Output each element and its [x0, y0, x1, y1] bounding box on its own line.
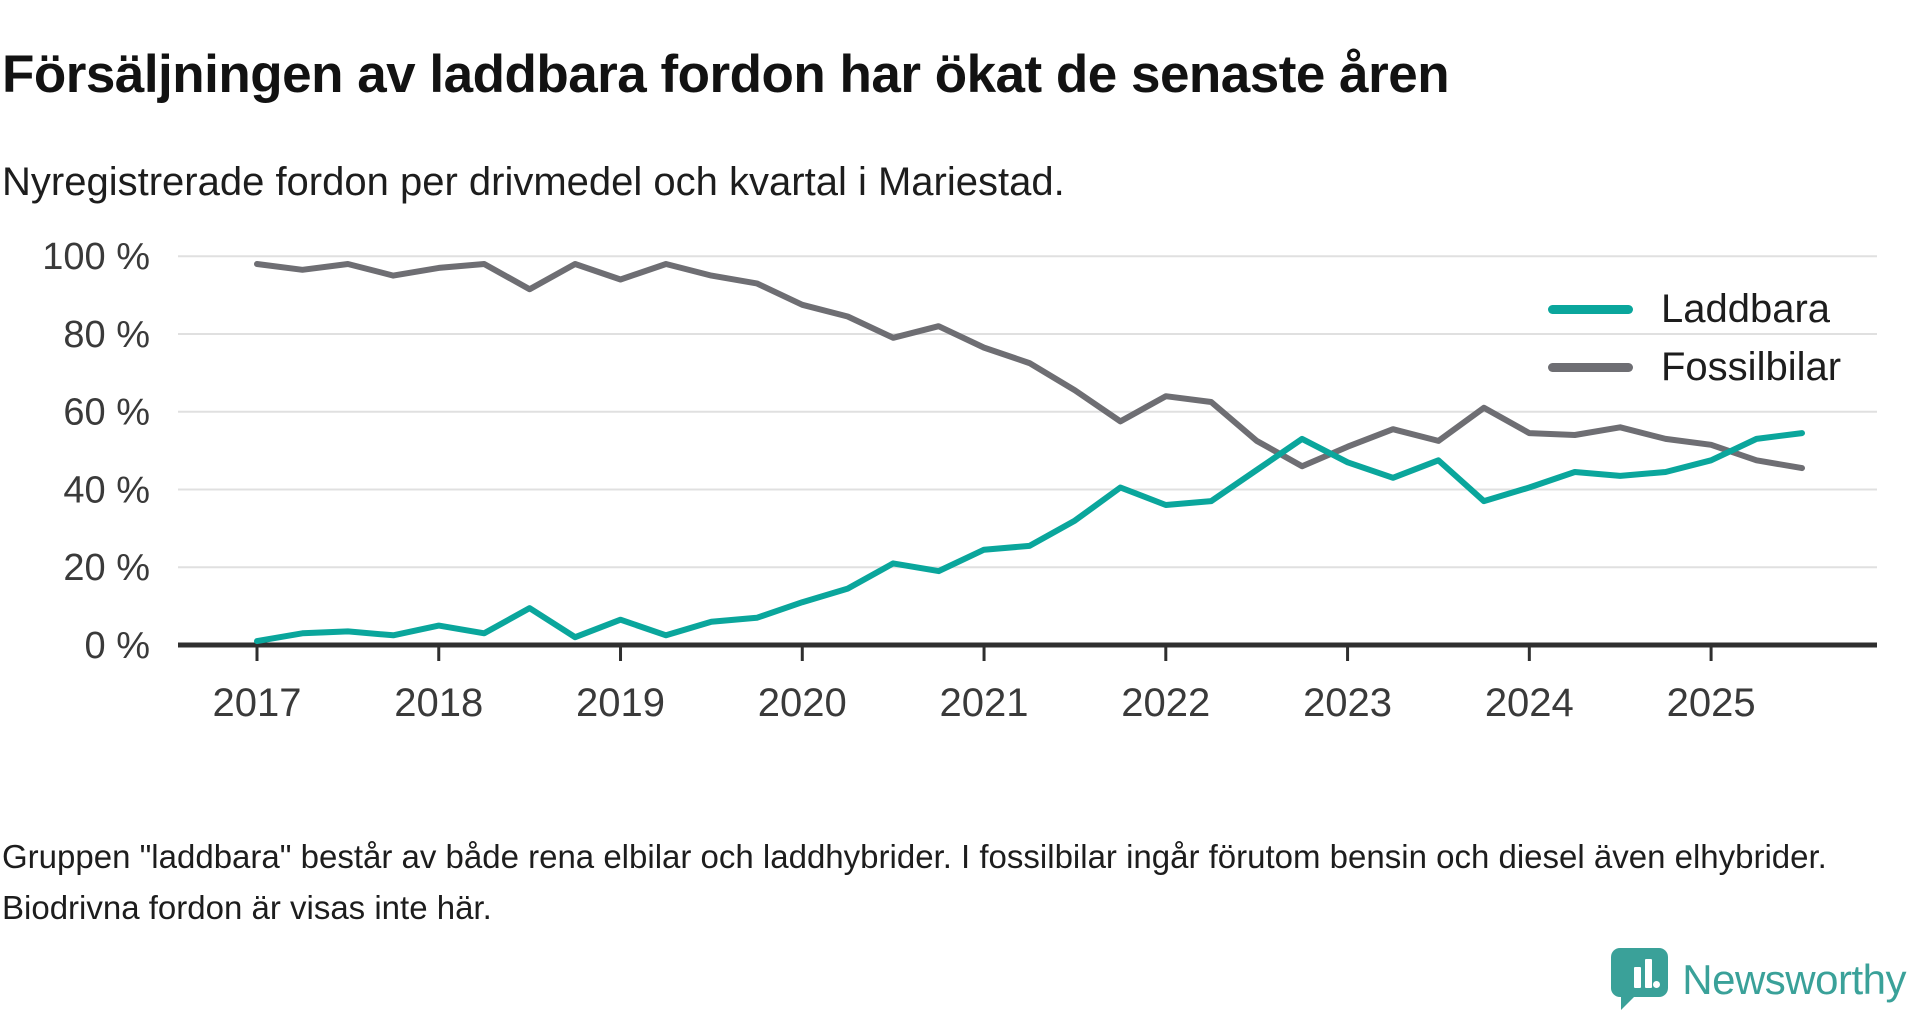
- y-axis-tick-label: 0 %: [85, 625, 150, 667]
- y-axis-tick-label: 60 %: [63, 392, 150, 434]
- x-axis-tick-label: 2025: [1667, 681, 1756, 725]
- y-axis-tick-label: 80 %: [63, 314, 150, 356]
- newsworthy-branding: Newsworthy: [1611, 948, 1906, 1011]
- y-axis-tick-label: 20 %: [63, 547, 150, 589]
- x-axis-tick-label: 2018: [394, 681, 483, 725]
- x-axis-tick-label: 2022: [1121, 681, 1210, 725]
- legend-swatch-fossilbilar: [1548, 362, 1633, 372]
- legend-label: Fossilbilar: [1661, 344, 1842, 389]
- series-line-fossilbilar[interactable]: [254, 261, 1805, 472]
- page-title: Försäljningen av laddbara fordon har öka…: [2, 44, 1450, 104]
- x-axis-tick-label: 2024: [1485, 681, 1574, 725]
- x-axis-tick-label: 2019: [576, 681, 665, 725]
- x-axis-tick-label: 2021: [940, 681, 1029, 725]
- x-axis-tick-label: 2023: [1303, 681, 1392, 725]
- newsworthy-logo-icon: [1611, 948, 1669, 1010]
- chart-subtitle: Nyregistrerade fordon per drivmedel och …: [2, 160, 1065, 204]
- x-axis-tick-label: 2017: [213, 681, 302, 725]
- newsworthy-wordmark: Newsworthy: [1682, 955, 1906, 1003]
- legend-item-fossilbilar: Fossilbilar: [1548, 344, 1842, 389]
- y-axis-tick-label: 100 %: [42, 236, 150, 278]
- x-axis-tick-label: 2020: [758, 681, 847, 725]
- chart-legend: Laddbara Fossilbilar: [1548, 286, 1842, 389]
- y-axis-tick-label: 40 %: [63, 469, 150, 511]
- legend-label: Laddbara: [1661, 286, 1831, 331]
- chart-footnote: Gruppen "laddbara" består av både rena e…: [2, 838, 1827, 927]
- legend-swatch-laddbara: [1548, 304, 1633, 314]
- legend-item-laddbara: Laddbara: [1548, 286, 1841, 331]
- line-chart: 100 % 80 % 60 % 40 % 20 % 0 % 2017 2018 2019 2020…: [42, 236, 1877, 725]
- series-line-laddbara[interactable]: [254, 430, 1805, 645]
